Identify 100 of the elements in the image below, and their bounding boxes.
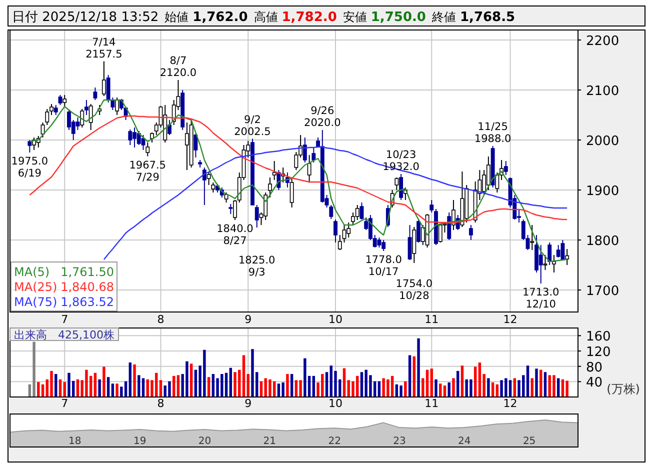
y-tick-label: 2100 xyxy=(586,84,620,99)
annotation: 1825.0 9/3 xyxy=(238,254,276,278)
candlestick xyxy=(146,142,150,157)
text: 終値 1,768.5 xyxy=(430,10,516,25)
bar xyxy=(106,377,110,397)
bar xyxy=(229,368,232,397)
x-tick-label: 12 xyxy=(503,313,518,326)
candlestick xyxy=(206,172,211,186)
bar xyxy=(242,355,246,397)
bar xyxy=(290,374,294,397)
y-tick-label: 2000 xyxy=(586,134,620,149)
bar xyxy=(325,372,328,397)
bar xyxy=(312,376,316,397)
bar xyxy=(487,378,490,397)
text: MA(5) 1,761.50 xyxy=(14,265,114,279)
bar xyxy=(400,386,402,397)
text: 高値 1,782.0 xyxy=(254,10,337,25)
candlestick xyxy=(543,254,548,270)
x-tick-label: 19 xyxy=(133,436,146,447)
candlestick xyxy=(504,160,508,176)
x-tick-label: 25 xyxy=(522,436,536,447)
candlestick xyxy=(560,240,565,260)
bar xyxy=(304,358,306,397)
bar xyxy=(452,378,455,397)
y-tick-label: 40 xyxy=(586,376,603,391)
x-tick-label: 7 xyxy=(61,397,68,410)
candlestick xyxy=(438,224,442,243)
bar xyxy=(360,372,364,397)
bar xyxy=(172,376,176,397)
bar xyxy=(111,384,114,397)
bar xyxy=(299,380,302,397)
annotation: 9/2 2002.5 xyxy=(234,114,271,138)
y-axis-title: (万株) xyxy=(606,382,640,396)
candlestick xyxy=(486,156,490,190)
bar xyxy=(282,382,284,397)
bar xyxy=(286,374,289,397)
x-tick-label: 11 xyxy=(424,397,439,410)
candlestick xyxy=(136,130,141,146)
bar xyxy=(133,364,136,397)
candlestick xyxy=(556,244,560,258)
candlestick xyxy=(430,200,434,213)
bar xyxy=(50,370,53,397)
bar xyxy=(251,349,254,397)
x-tick-label: 10 xyxy=(328,313,343,326)
candlestick xyxy=(346,222,351,238)
bar xyxy=(68,372,70,397)
bar xyxy=(556,378,560,397)
candlestick xyxy=(377,237,382,248)
bar xyxy=(417,338,420,397)
candlestick xyxy=(302,137,307,163)
bar xyxy=(234,372,236,397)
candlestick xyxy=(355,204,360,220)
candlestick xyxy=(202,167,206,206)
bar xyxy=(224,372,228,397)
bar xyxy=(190,364,193,397)
bar xyxy=(116,384,118,397)
y-tick-label: 1800 xyxy=(586,234,620,249)
chart-title: 出来高 425,100株 xyxy=(14,328,114,342)
annotation: 9/26 2020.0 xyxy=(304,105,341,129)
bar xyxy=(159,380,162,397)
bar xyxy=(408,355,412,397)
y-tick-label: 2200 xyxy=(586,34,620,49)
text: 安値 1,750.0 xyxy=(342,10,426,25)
chart-title: 日付 2025/12/18 13:52 xyxy=(12,10,159,25)
bar xyxy=(434,379,438,397)
bar xyxy=(508,380,512,397)
x-tick-label: 8 xyxy=(157,397,164,410)
y-tick-label: 1700 xyxy=(586,284,620,299)
annotation: 1754.0 10/28 xyxy=(396,278,433,302)
candlestick xyxy=(254,204,259,228)
x-tick-label: 7 xyxy=(61,313,68,326)
bar xyxy=(430,368,433,397)
candlestick xyxy=(150,132,154,143)
bar xyxy=(478,362,482,397)
candlestick xyxy=(268,177,272,198)
candlestick xyxy=(264,192,268,220)
annotation: 1778.0 10/17 xyxy=(365,254,402,278)
text: MA(25) 1,840.68 xyxy=(14,280,114,294)
candlestick xyxy=(399,174,404,200)
bar xyxy=(474,366,477,397)
candlestick xyxy=(552,254,556,273)
bar xyxy=(37,382,40,397)
bar xyxy=(194,370,198,397)
candlestick xyxy=(168,120,172,136)
candlestick xyxy=(312,147,316,163)
y-tick-label: 160 xyxy=(586,330,611,345)
candlestick xyxy=(102,60,106,96)
candlestick xyxy=(548,242,552,266)
x-tick-label: 22 xyxy=(328,436,341,447)
bar xyxy=(142,378,145,397)
candlestick xyxy=(408,224,412,260)
candlestick xyxy=(54,104,58,116)
x-tick-label: 8 xyxy=(157,313,164,326)
x-tick-label: 18 xyxy=(68,436,82,447)
bar xyxy=(94,372,97,397)
x-tick-label: 9 xyxy=(244,313,252,326)
bar xyxy=(566,380,568,397)
text: MA(75) 1,863.52 xyxy=(14,295,114,309)
bar xyxy=(32,342,36,397)
annotation: 1975.0 6/19 xyxy=(11,156,48,180)
